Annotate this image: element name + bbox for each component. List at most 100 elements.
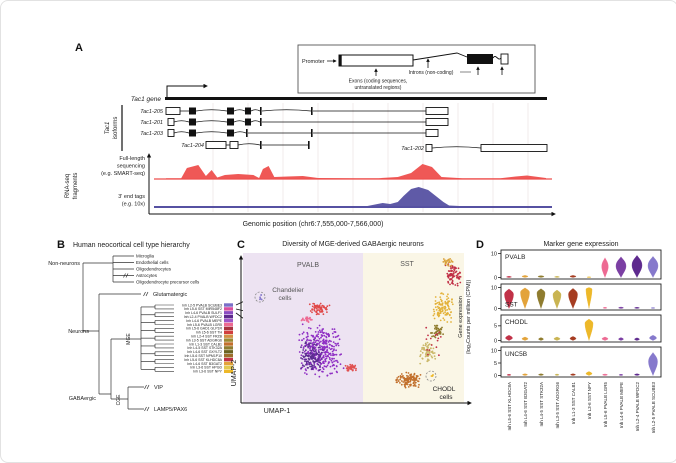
mge-type-label: Inh L5-6 SST NPM1P10	[185, 354, 223, 358]
umap1-axis-label: UMAP-1	[264, 408, 291, 415]
cell-point	[321, 370, 323, 373]
cell-point	[428, 349, 431, 351]
utr-exon-box	[425, 144, 433, 152]
exon-tick	[246, 129, 248, 137]
cell-point	[340, 353, 342, 356]
cell-point	[314, 358, 317, 361]
violin	[506, 276, 512, 278]
intron-line	[412, 52, 468, 61]
cell-point	[441, 308, 443, 310]
cell-point	[442, 333, 444, 336]
cell-point	[413, 372, 416, 375]
cell-point	[311, 305, 314, 308]
vip-label: VIP	[154, 385, 163, 391]
cell-point	[317, 355, 320, 358]
cell-point	[434, 300, 437, 302]
intron-line	[195, 131, 228, 134]
cell-point	[350, 367, 352, 369]
cell-point	[438, 303, 440, 306]
cell-point	[301, 364, 304, 367]
isoform-label: Tac1-203	[140, 131, 164, 137]
violin	[601, 336, 609, 341]
cell-point	[438, 312, 440, 315]
cell-point	[400, 376, 402, 378]
mge-type-label: Inh L5-6 PVALB LGR5	[187, 323, 222, 327]
utr-exon-box	[205, 141, 227, 149]
cell-point	[447, 301, 449, 304]
mge-type-label: Inh L3-6 SST NPY	[193, 370, 222, 374]
cell-point	[414, 384, 416, 387]
mge-type-label: Inh L4-5 SST STK32A	[187, 346, 222, 350]
cell-point	[326, 349, 329, 351]
cell-point	[433, 335, 436, 338]
violin	[634, 373, 640, 376]
cell-point	[302, 355, 304, 357]
cell-point	[396, 381, 398, 384]
cluster-sst-crimson-top	[444, 263, 462, 287]
cell-point	[319, 302, 322, 305]
cell-point	[305, 362, 308, 364]
violin	[522, 373, 528, 376]
cell-point	[309, 310, 312, 312]
mge-type-color-chip	[224, 354, 233, 358]
cell-point	[306, 319, 308, 321]
cell-point	[451, 303, 454, 306]
pvalb-region-label: PVALB	[297, 262, 319, 269]
cell-point	[323, 334, 326, 337]
cell-point	[329, 372, 331, 375]
panel-a: A Promoter Introns (non-coding) Exons (c…	[65, 42, 556, 228]
mge-type-label: Inh L3-6 SST HPGD	[190, 366, 222, 370]
cell-point	[325, 340, 328, 343]
mge-type-label: Inh L3-5 SST ADGRG6	[186, 338, 222, 342]
cell-point	[305, 354, 307, 357]
cell-point	[323, 347, 326, 350]
cell-type-axis-label: Inh L3-6 SST NPY	[587, 382, 592, 419]
cell-point	[404, 381, 406, 383]
cell-point	[434, 303, 437, 305]
cell-point	[320, 358, 323, 360]
cell-point	[331, 361, 334, 364]
isoform-label: Tac1-202	[401, 146, 424, 152]
cell-point	[331, 332, 334, 335]
gene-structure-legend: Promoter Introns (non-coding) Exons (cod…	[297, 44, 536, 94]
violin	[618, 306, 624, 309]
cell-point	[430, 347, 432, 350]
cell-point	[309, 365, 311, 368]
isoforms-group-label-1: Tac1	[105, 122, 111, 135]
cell-point	[324, 353, 327, 355]
cell-type-axis-label: Inh L4-6 PVALB MEPE	[619, 382, 624, 428]
cell-point	[436, 324, 439, 327]
violin	[553, 336, 561, 341]
cell-point	[427, 353, 429, 356]
non-neurons-label: Non-neurons	[48, 261, 80, 267]
cell-point	[326, 374, 329, 377]
cell-point	[450, 264, 452, 267]
cell-point	[431, 350, 434, 353]
exon-box	[338, 54, 414, 67]
cell-point	[318, 369, 321, 371]
cell-point	[436, 314, 439, 316]
violin	[631, 255, 643, 279]
cell-point	[435, 328, 438, 331]
violin	[634, 307, 640, 309]
coding-exon-box	[189, 107, 196, 115]
violin	[585, 371, 593, 376]
cell-point	[334, 331, 337, 333]
cell-point	[318, 304, 321, 307]
cell-point	[314, 341, 317, 344]
cell-point	[428, 343, 431, 345]
cell-point	[319, 348, 322, 351]
cluster-pvalb-dark	[300, 339, 324, 371]
cell-point	[307, 345, 309, 348]
violin	[554, 276, 560, 278]
cell-point	[433, 332, 436, 335]
exons-label-line1: Exons (coding sequences,	[349, 79, 408, 85]
cell-point	[319, 346, 321, 349]
full-length-coverage-area	[166, 164, 546, 179]
cell-point	[418, 377, 421, 380]
cell-point	[306, 366, 309, 369]
exons-label-line2: untranslated regions)	[355, 85, 402, 91]
cell-point	[441, 306, 443, 309]
mge-type-color-chip	[224, 326, 233, 331]
